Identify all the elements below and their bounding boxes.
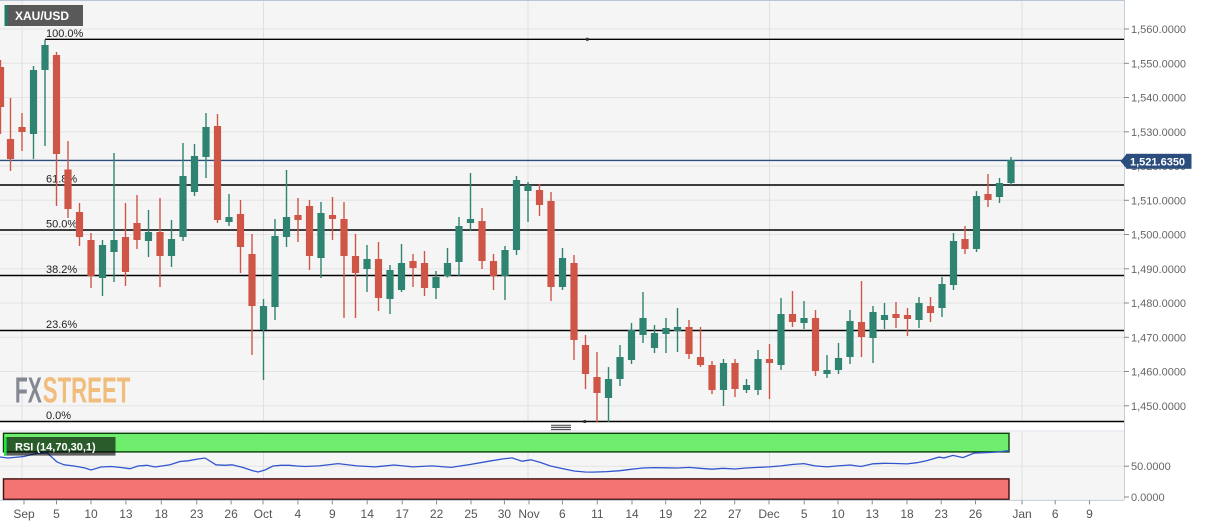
svg-text:10: 10 [831,507,845,521]
svg-text:1,510.0000: 1,510.0000 [1131,195,1186,207]
svg-text:22: 22 [694,507,708,521]
svg-text:1,490.0000: 1,490.0000 [1131,264,1186,276]
svg-text:25: 25 [464,507,478,521]
svg-text:10: 10 [84,507,98,521]
svg-text:9: 9 [1086,507,1093,521]
svg-text:Sep: Sep [13,507,35,521]
svg-text:27: 27 [728,507,742,521]
svg-text:RSI (14,70,30,1): RSI (14,70,30,1) [15,442,96,454]
svg-text:13: 13 [119,507,133,521]
svg-text:FX: FX [15,370,42,411]
svg-text:1,450.0000: 1,450.0000 [1131,401,1186,413]
svg-text:1,460.0000: 1,460.0000 [1131,367,1186,379]
svg-text:1,500.0000: 1,500.0000 [1131,230,1186,242]
svg-text:Nov: Nov [518,507,539,521]
svg-text:14: 14 [625,507,639,521]
svg-text:0.0%: 0.0% [46,410,71,422]
svg-text:13: 13 [866,507,880,521]
svg-text:30: 30 [498,507,512,521]
svg-text:23: 23 [935,507,949,521]
svg-text:9: 9 [329,507,336,521]
svg-text:XAU/USD: XAU/USD [15,9,69,23]
svg-text:18: 18 [900,507,914,521]
svg-text:100.0%: 100.0% [46,28,84,40]
svg-text:6: 6 [1052,507,1059,521]
svg-text:19: 19 [659,507,673,521]
svg-text:22: 22 [430,507,444,521]
svg-text:STREET: STREET [43,370,131,411]
svg-text:4: 4 [295,507,302,521]
svg-text:1,521.6350: 1,521.6350 [1130,156,1185,168]
svg-text:50.0%: 50.0% [46,219,77,231]
svg-text:1,560.0000: 1,560.0000 [1131,24,1186,36]
svg-text:14: 14 [361,507,375,521]
svg-text:1,550.0000: 1,550.0000 [1131,58,1186,70]
svg-text:0.0000: 0.0000 [1131,492,1165,504]
svg-text:1,540.0000: 1,540.0000 [1131,93,1186,105]
svg-text:6: 6 [559,507,566,521]
svg-text:17: 17 [396,507,410,521]
svg-text:26: 26 [224,507,238,521]
svg-text:Oct: Oct [254,507,273,521]
svg-text:23: 23 [190,507,204,521]
svg-text:23.6%: 23.6% [46,319,77,331]
svg-text:1,470.0000: 1,470.0000 [1131,332,1186,344]
svg-text:5: 5 [53,507,60,521]
svg-text:26: 26 [969,507,983,521]
svg-text:18: 18 [155,507,169,521]
svg-text:50.0000: 50.0000 [1131,461,1171,473]
svg-text:38.2%: 38.2% [46,264,77,276]
svg-text:Dec: Dec [758,507,779,521]
svg-text:Jan: Jan [1012,507,1031,521]
svg-text:5: 5 [801,507,808,521]
svg-text:11: 11 [591,507,604,521]
svg-text:1,480.0000: 1,480.0000 [1131,298,1186,310]
svg-text:1,530.0000: 1,530.0000 [1131,127,1186,139]
svg-text:61.8%: 61.8% [46,174,77,186]
